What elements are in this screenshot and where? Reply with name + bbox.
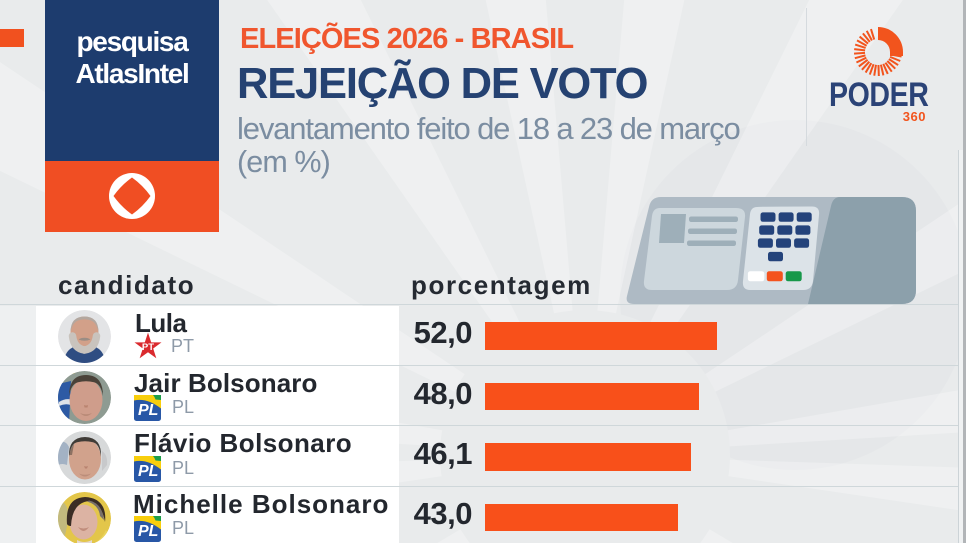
svg-text:PT: PT bbox=[141, 342, 153, 353]
svg-text:PL: PL bbox=[138, 523, 158, 540]
svg-text:PL: PL bbox=[138, 402, 158, 419]
svg-text:PL: PL bbox=[138, 463, 158, 480]
